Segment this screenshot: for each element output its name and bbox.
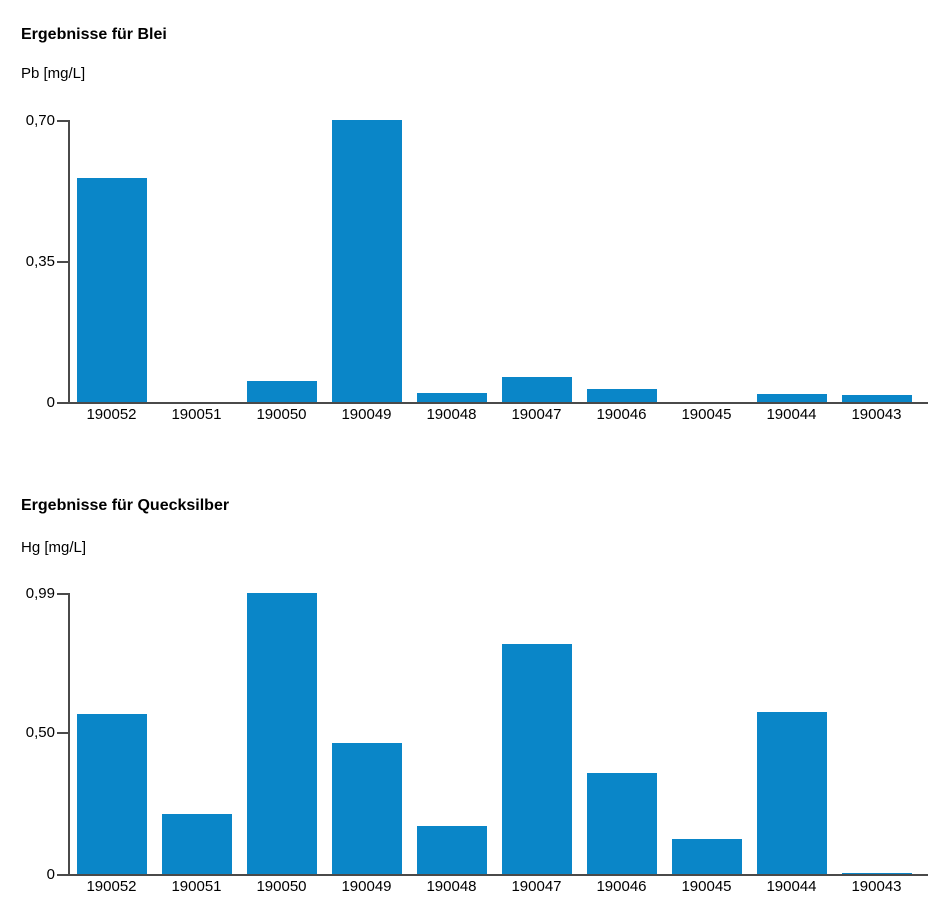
bar-190048 bbox=[416, 393, 487, 402]
x-label-190051: 190051 bbox=[171, 406, 222, 423]
x-label-190047: 190047 bbox=[511, 878, 562, 895]
x-label-190045: 190045 bbox=[681, 878, 732, 895]
y-tick-label: 0,99 bbox=[25, 585, 55, 602]
y-tick-label: 0,50 bbox=[25, 724, 55, 742]
bar-190044 bbox=[756, 393, 827, 402]
x-label-190052: 190052 bbox=[86, 878, 137, 895]
x-label-190052: 190052 bbox=[86, 406, 137, 423]
y-axis-line bbox=[68, 120, 70, 402]
bar-190050 bbox=[246, 593, 317, 874]
y-axis-line bbox=[68, 593, 70, 874]
y-axis-unit-label-pb: Pb [mg/L] bbox=[21, 65, 86, 82]
bar-190046 bbox=[586, 389, 657, 402]
x-label-190046: 190046 bbox=[596, 878, 647, 895]
bar-190052 bbox=[76, 178, 147, 402]
y-tick-mark bbox=[57, 261, 68, 263]
x-axis-line bbox=[57, 402, 928, 404]
bar-190051 bbox=[161, 814, 232, 874]
bar-190049 bbox=[331, 120, 402, 402]
y-tick-mark bbox=[57, 120, 68, 122]
x-label-190049: 190049 bbox=[341, 878, 392, 895]
bar-190044 bbox=[756, 712, 827, 874]
bar-190045 bbox=[671, 838, 742, 874]
chart-title-blei: Ergebnisse für Blei bbox=[21, 26, 167, 44]
x-label-190044: 190044 bbox=[766, 406, 817, 423]
chart-title-quecksilber: Ergebnisse für Quecksilber bbox=[21, 497, 230, 515]
y-tick-mark bbox=[57, 732, 68, 735]
bar-190047 bbox=[501, 644, 572, 874]
y-tick-label: 0 bbox=[46, 394, 55, 411]
x-label-190045: 190045 bbox=[681, 406, 732, 423]
bar-190048 bbox=[416, 825, 487, 874]
x-axis-line bbox=[57, 874, 928, 876]
bar-190052 bbox=[76, 713, 147, 874]
x-label-190049: 190049 bbox=[341, 406, 392, 423]
x-label-190046: 190046 bbox=[596, 406, 647, 423]
x-label-190048: 190048 bbox=[426, 406, 477, 423]
bar-190047 bbox=[501, 377, 572, 402]
x-label-190050: 190050 bbox=[256, 878, 307, 895]
x-label-190050: 190050 bbox=[256, 406, 307, 423]
bar-190050 bbox=[246, 381, 317, 402]
y-tick-mark bbox=[57, 593, 68, 595]
x-label-190048: 190048 bbox=[426, 878, 477, 895]
x-label-190043: 190043 bbox=[851, 878, 902, 895]
y-tick-label: 0,70 bbox=[25, 112, 55, 129]
y-tick-label: 0 bbox=[46, 866, 55, 883]
x-label-190044: 190044 bbox=[766, 878, 817, 895]
bar-190049 bbox=[331, 743, 402, 874]
bar-190043 bbox=[841, 395, 912, 402]
x-label-190043: 190043 bbox=[851, 406, 902, 423]
bar-190043 bbox=[841, 872, 912, 874]
x-label-190047: 190047 bbox=[511, 406, 562, 423]
x-label-190051: 190051 bbox=[171, 878, 222, 895]
bar-190046 bbox=[586, 773, 657, 874]
y-axis-unit-label-hg: Hg [mg/L] bbox=[21, 539, 87, 556]
y-tick-label: 0,35 bbox=[25, 253, 55, 270]
